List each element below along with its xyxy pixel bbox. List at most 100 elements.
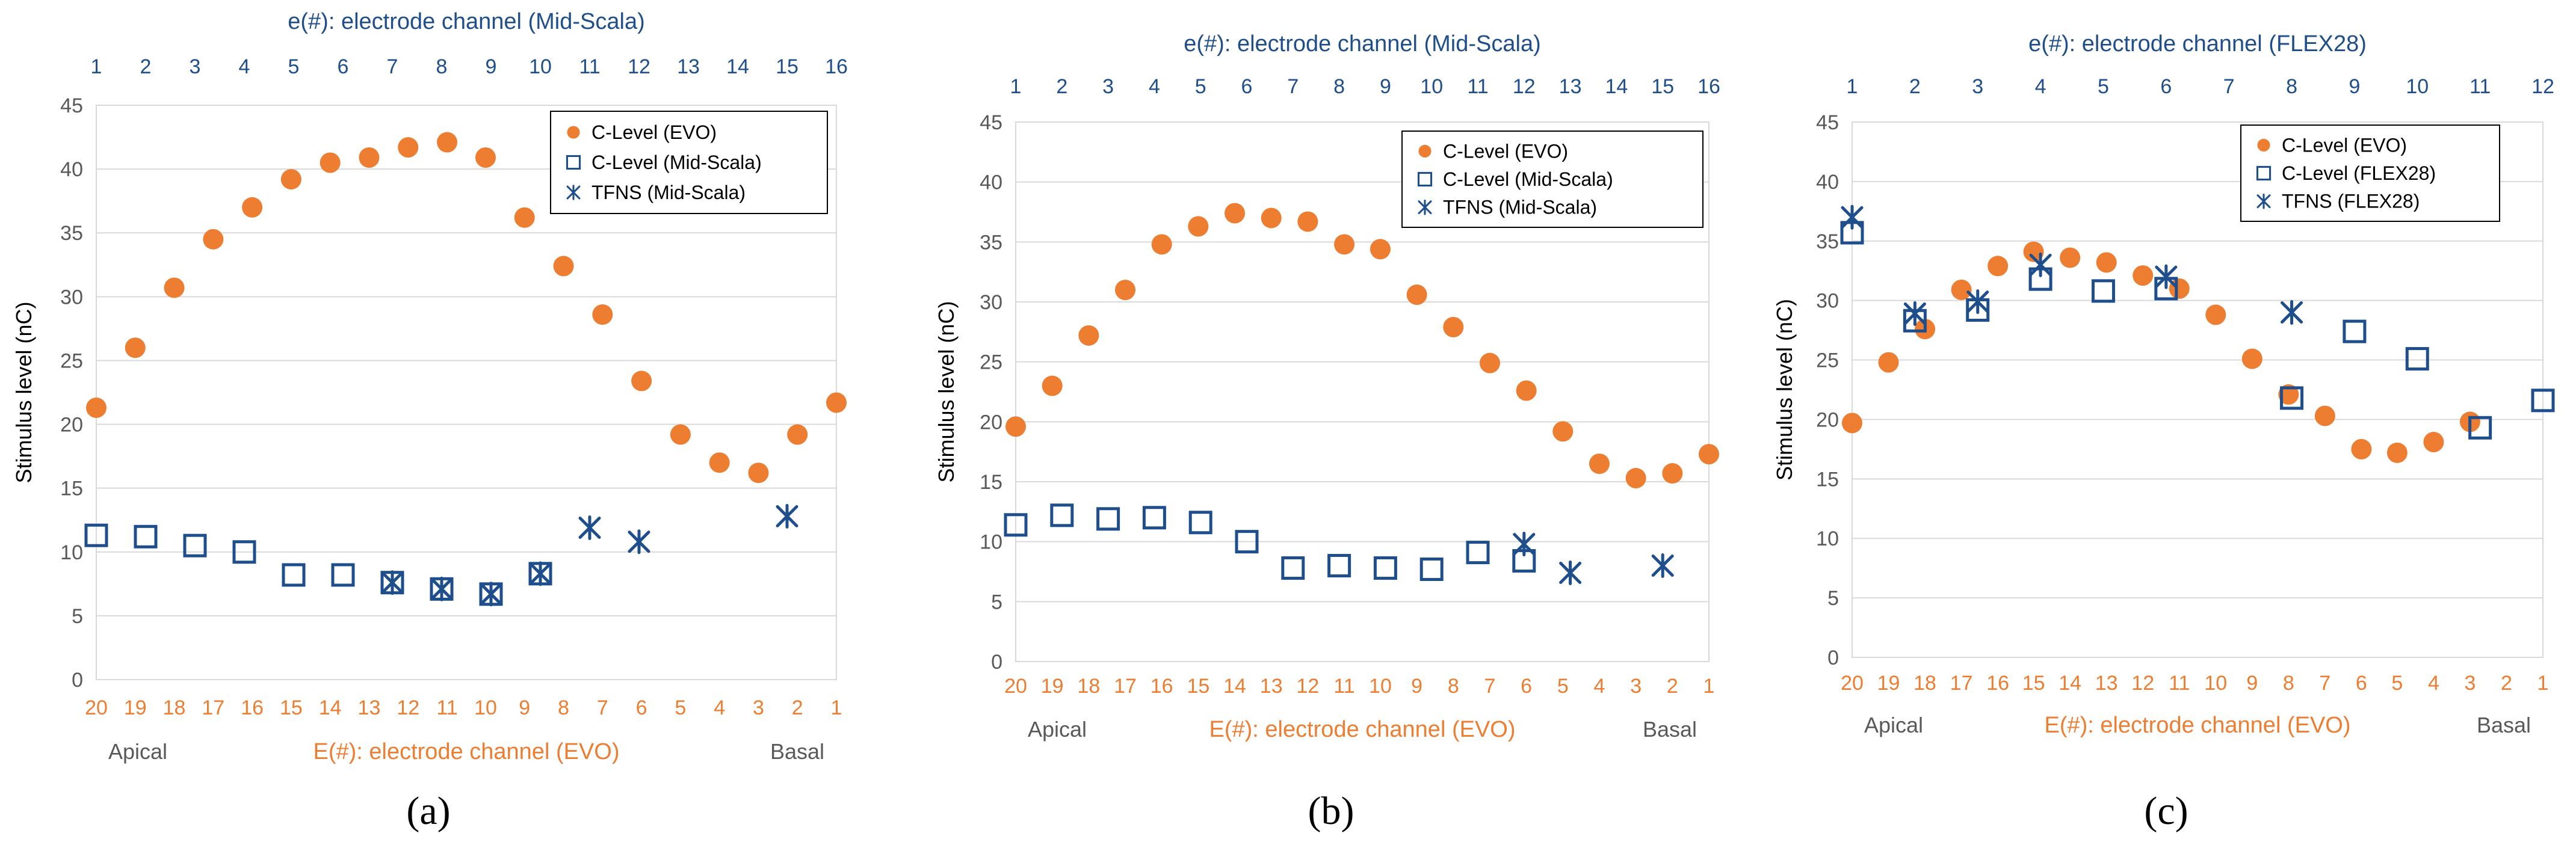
- data-point-circle: [709, 452, 730, 473]
- legend-marker-circle: [1418, 144, 1432, 158]
- legend-label: TFNS (Mid-Scala): [1443, 197, 1597, 218]
- data-point-circle: [1443, 316, 1464, 337]
- top-tick-label: 8: [436, 55, 448, 78]
- legend: C-Level (EVO) C-Level (FLEX28) TFNS (FLEX2…: [2240, 124, 2500, 222]
- data-point-circle: [1042, 375, 1063, 396]
- data-point-square: [331, 563, 355, 587]
- bottom-tick-label: 16: [241, 696, 264, 719]
- data-point-square: [1419, 558, 1444, 582]
- legend-marker: [1418, 144, 1432, 158]
- bottom-tick-label: 7: [2319, 672, 2330, 695]
- y-tick-label: 30: [60, 286, 83, 309]
- bottom-tick-label: 9: [1411, 675, 1422, 698]
- bottom-axis-title: E(#): electrode channel (EVO): [1209, 717, 1515, 742]
- data-point-square: [1373, 556, 1397, 580]
- top-tick-label: 7: [387, 55, 398, 78]
- top-axis-title: e(#): electrode channel (Mid-Scala): [288, 9, 645, 34]
- data-point-circle: [592, 304, 613, 325]
- bottom-tick-label: 1: [2537, 672, 2549, 695]
- data-point-asterisk: [578, 515, 601, 540]
- top-tick-label: 11: [2469, 75, 2491, 98]
- data-point-asterisk: [480, 582, 502, 607]
- data-point-square: [2468, 416, 2492, 440]
- top-tick-label: 12: [628, 55, 650, 78]
- y-tick-label: 15: [1816, 468, 1839, 491]
- data-point-circle: [2241, 348, 2262, 369]
- data-point-circle: [359, 147, 380, 168]
- series-circle: [1842, 241, 2480, 463]
- bottom-tick-label: 15: [1187, 675, 1209, 698]
- data-point-circle: [748, 462, 769, 484]
- bottom-tick-label: 11: [436, 696, 457, 719]
- data-point-asterisk: [2281, 300, 2303, 325]
- top-tick-label: 13: [1559, 75, 1582, 98]
- data-point-circle: [1261, 207, 1282, 229]
- series-asterisk: [1841, 204, 2303, 326]
- bottom-tick-label: 19: [124, 696, 147, 719]
- legend-marker-square: [1417, 171, 1433, 187]
- top-tick-label: 12: [2531, 75, 2554, 98]
- y-tick-label: 0: [991, 651, 1002, 674]
- bottom-tick-label: 4: [714, 696, 725, 719]
- data-point-circle: [1297, 211, 1318, 232]
- bottom-tick-label: 1: [831, 696, 842, 719]
- legend-box: [2240, 124, 2500, 222]
- bottom-axis-title: E(#): electrode channel (EVO): [2044, 713, 2350, 738]
- data-point-circle: [1370, 239, 1391, 260]
- top-tick-label: 5: [288, 55, 300, 78]
- bottom-tick-label: 4: [2428, 672, 2439, 695]
- top-tick-label: 14: [726, 55, 749, 78]
- data-point-asterisk: [529, 561, 552, 586]
- data-point-circle: [1878, 352, 1899, 373]
- legend-label: C-Level (EVO): [591, 121, 717, 143]
- bottom-tick-label: 5: [1557, 675, 1569, 698]
- bottom-tick-label: 13: [1260, 675, 1283, 698]
- data-point-circle: [2386, 442, 2408, 463]
- data-point-circle: [2133, 265, 2154, 286]
- legend-marker: [1418, 199, 1432, 215]
- data-point-circle: [1552, 421, 1574, 442]
- bottom-tick-label: 15: [2022, 672, 2045, 695]
- data-point-asterisk: [2029, 252, 2052, 277]
- top-tick-label: 1: [91, 55, 102, 78]
- data-point-square: [1188, 511, 1212, 535]
- series-circle: [86, 132, 847, 484]
- data-point-asterisk: [2155, 264, 2178, 289]
- y-tick-label: 20: [60, 414, 83, 437]
- bottom-tick-label: 10: [1369, 675, 1392, 698]
- y-tick-label: 0: [1827, 647, 1839, 669]
- panel-label: (a): [406, 789, 450, 833]
- y-tick-label: 30: [980, 291, 1002, 314]
- top-tick-label: 7: [2223, 75, 2235, 98]
- top-tick-label: 9: [486, 55, 497, 78]
- data-point-circle: [1699, 444, 1719, 465]
- data-point-square: [2405, 347, 2429, 371]
- bottom-tick-label: 2: [1667, 675, 1678, 698]
- series-circle: [1005, 203, 1719, 489]
- bottom-tick-label: 11: [1333, 675, 1354, 698]
- bottom-tick-label: 1: [1703, 675, 1715, 698]
- y-tick-label: 40: [1816, 171, 1839, 194]
- bottom-tick-label: 11: [2169, 672, 2190, 695]
- bottom-tick-label: 3: [2464, 672, 2476, 695]
- legend-marker: [1417, 171, 1433, 187]
- bottom-tick-label: 19: [1041, 675, 1064, 698]
- top-tick-label: 15: [1651, 75, 1674, 98]
- y-axis-title: Stimulus level (nC): [1772, 299, 1797, 481]
- bottom-tick-label: 12: [2131, 672, 2154, 695]
- data-point-square: [1235, 530, 1259, 554]
- y-axis-title: Stimulus level (nC): [11, 301, 36, 483]
- y-tick-label: 35: [1816, 230, 1839, 253]
- y-tick-label: 5: [1827, 587, 1839, 610]
- bottom-tick-label: 10: [474, 696, 497, 719]
- data-point-square: [183, 533, 207, 558]
- data-point-asterisk: [1841, 204, 1864, 230]
- data-point-circle: [398, 137, 419, 158]
- top-tick-label: 3: [1102, 75, 1114, 98]
- bottom-tick-label: 8: [2283, 672, 2294, 695]
- data-point-asterisk: [628, 529, 650, 555]
- bottom-tick-label: 18: [163, 696, 186, 719]
- legend-marker: [2256, 165, 2272, 181]
